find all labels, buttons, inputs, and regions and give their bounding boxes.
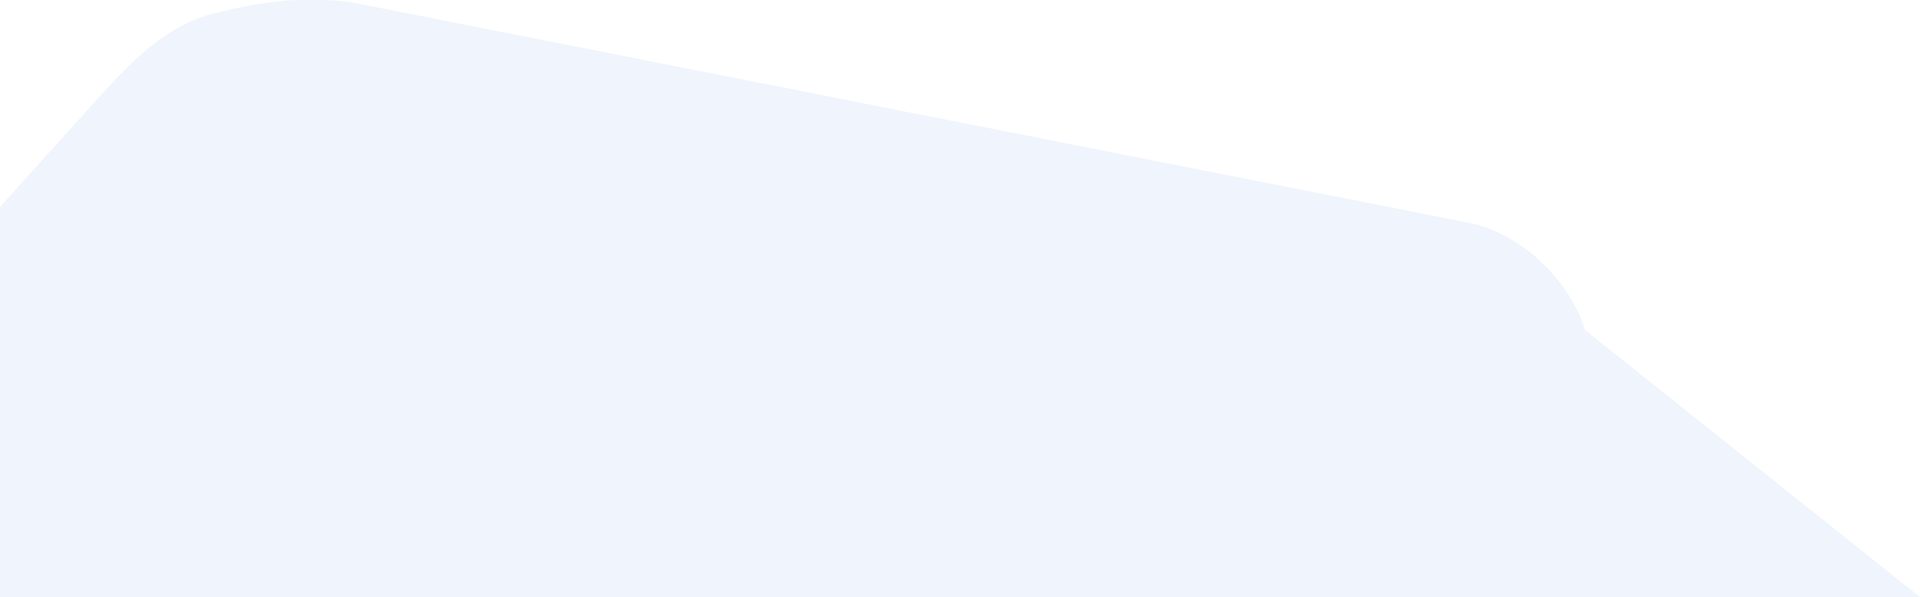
background-blob-graphic xyxy=(0,0,1920,597)
page-canvas xyxy=(0,0,1920,597)
background-blob xyxy=(0,0,1920,597)
